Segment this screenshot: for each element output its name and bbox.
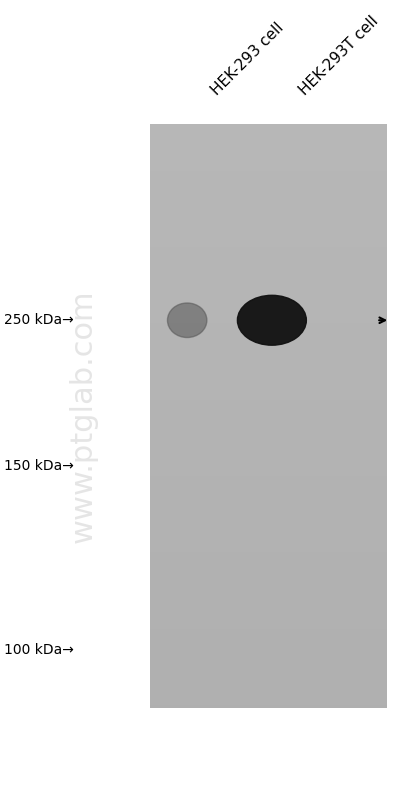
Text: 250 kDa→: 250 kDa→ [4, 314, 74, 327]
Text: 100 kDa→: 100 kDa→ [4, 643, 74, 658]
Text: 150 kDa→: 150 kDa→ [4, 459, 74, 473]
Text: HEK-293 cell: HEK-293 cell [208, 19, 286, 98]
Ellipse shape [238, 295, 306, 345]
Text: www.ptglab.com: www.ptglab.com [68, 290, 97, 543]
Ellipse shape [168, 303, 207, 338]
Text: HEK-293T cell: HEK-293T cell [297, 13, 382, 98]
